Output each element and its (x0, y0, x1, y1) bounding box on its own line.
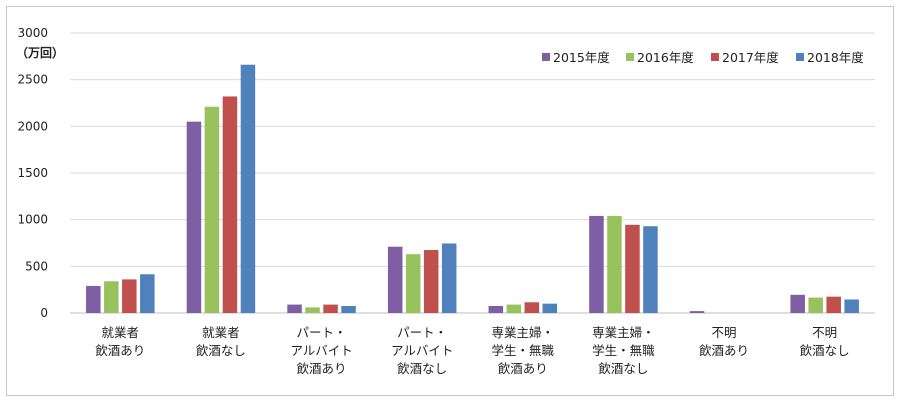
x-category-label: 専業主婦・ (592, 325, 655, 340)
bar (122, 279, 137, 313)
x-category-label: 専業主婦・ (492, 325, 555, 340)
x-category-label: 飲酒あり (95, 343, 145, 358)
x-category-label: 飲酒あり (297, 361, 347, 376)
bar (488, 306, 504, 313)
y-tick-label: 2500 (17, 73, 48, 87)
legend-swatch (711, 53, 719, 61)
x-category-label: 就業者 (202, 325, 240, 340)
bar (844, 299, 859, 313)
y-tick-label: 1000 (17, 213, 48, 227)
legend-label: 2015年度 (553, 50, 610, 65)
y-tick-label: 3000 (17, 26, 48, 40)
y-unit-label: （万回） (16, 45, 64, 60)
x-category-label: 不明 (812, 325, 837, 340)
x-axis: 就業者飲酒あり就業者飲酒なしパート・アルバイト飲酒ありパート・アルバイト飲酒なし… (95, 325, 849, 376)
bar (607, 215, 622, 313)
bar (140, 274, 155, 313)
bar (524, 302, 540, 313)
y-tick-label: 1500 (17, 166, 48, 180)
bar (423, 250, 439, 313)
x-category-label: 飲酒なし (397, 361, 447, 376)
x-category-label: パート・ (397, 325, 447, 340)
x-category-label: 飲酒なし (800, 343, 850, 358)
legend-swatch (796, 53, 804, 61)
bar (387, 246, 403, 313)
x-category-label: 飲酒なし (598, 361, 648, 376)
bar (790, 294, 805, 313)
x-category-label: 就業者 (102, 325, 140, 340)
bar (104, 281, 119, 313)
x-category-label: 不明 (712, 325, 737, 340)
bar (222, 96, 238, 313)
x-category-label: 学生・無職 (592, 343, 655, 358)
bar (86, 285, 101, 313)
x-category-label: 飲酒なし (196, 343, 246, 358)
bar (405, 254, 421, 313)
bar (341, 306, 356, 313)
x-category-label: パート・ (297, 325, 347, 340)
bar (643, 226, 658, 313)
bar (287, 304, 302, 313)
bar (323, 304, 338, 313)
legend-swatch (626, 53, 634, 61)
bar (689, 311, 705, 313)
y-tick-label: 2000 (17, 119, 48, 133)
grid-lines (70, 32, 875, 267)
y-tick-label: 500 (25, 259, 48, 273)
legend: 2015年度 2016年度 2017年度 2018年度 (542, 50, 864, 65)
bar (204, 106, 220, 313)
x-category-label: 飲酒あり (498, 361, 548, 376)
x-category-label: アルバイト (290, 343, 352, 358)
bar (542, 303, 558, 313)
chart-frame (6, 6, 894, 396)
y-tick-label: 0 (40, 306, 48, 320)
bars (86, 64, 859, 314)
x-category-label: アルバイト (391, 343, 453, 358)
bar (186, 121, 202, 314)
legend-label: 2016年度 (637, 50, 694, 65)
legend-label: 2018年度 (807, 50, 864, 65)
x-category-label: 飲酒あり (699, 343, 749, 358)
legend-label: 2017年度 (722, 50, 779, 65)
bar (305, 307, 320, 313)
x-category-label: 学生・無職 (492, 343, 555, 358)
bar (625, 224, 640, 313)
bar (808, 297, 823, 313)
bar (240, 64, 256, 313)
legend-swatch (542, 53, 550, 61)
bar (506, 304, 522, 313)
bar (441, 243, 457, 313)
bar (589, 215, 604, 313)
y-axis: 0 500 1000 1500 2000 2500 3000 (17, 26, 875, 320)
bar (826, 296, 841, 313)
